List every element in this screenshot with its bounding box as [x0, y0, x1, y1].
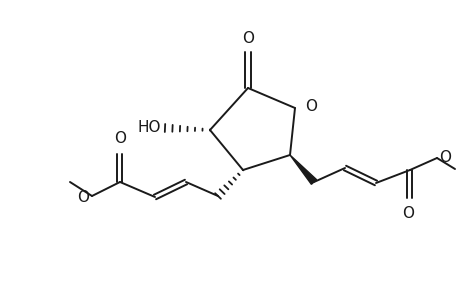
- Text: HO: HO: [137, 121, 161, 136]
- Text: O: O: [114, 131, 126, 146]
- Text: O: O: [304, 98, 316, 113]
- Text: O: O: [241, 31, 253, 46]
- Text: O: O: [438, 149, 450, 164]
- Text: O: O: [401, 206, 413, 221]
- Text: O: O: [77, 190, 89, 205]
- Polygon shape: [289, 155, 316, 184]
